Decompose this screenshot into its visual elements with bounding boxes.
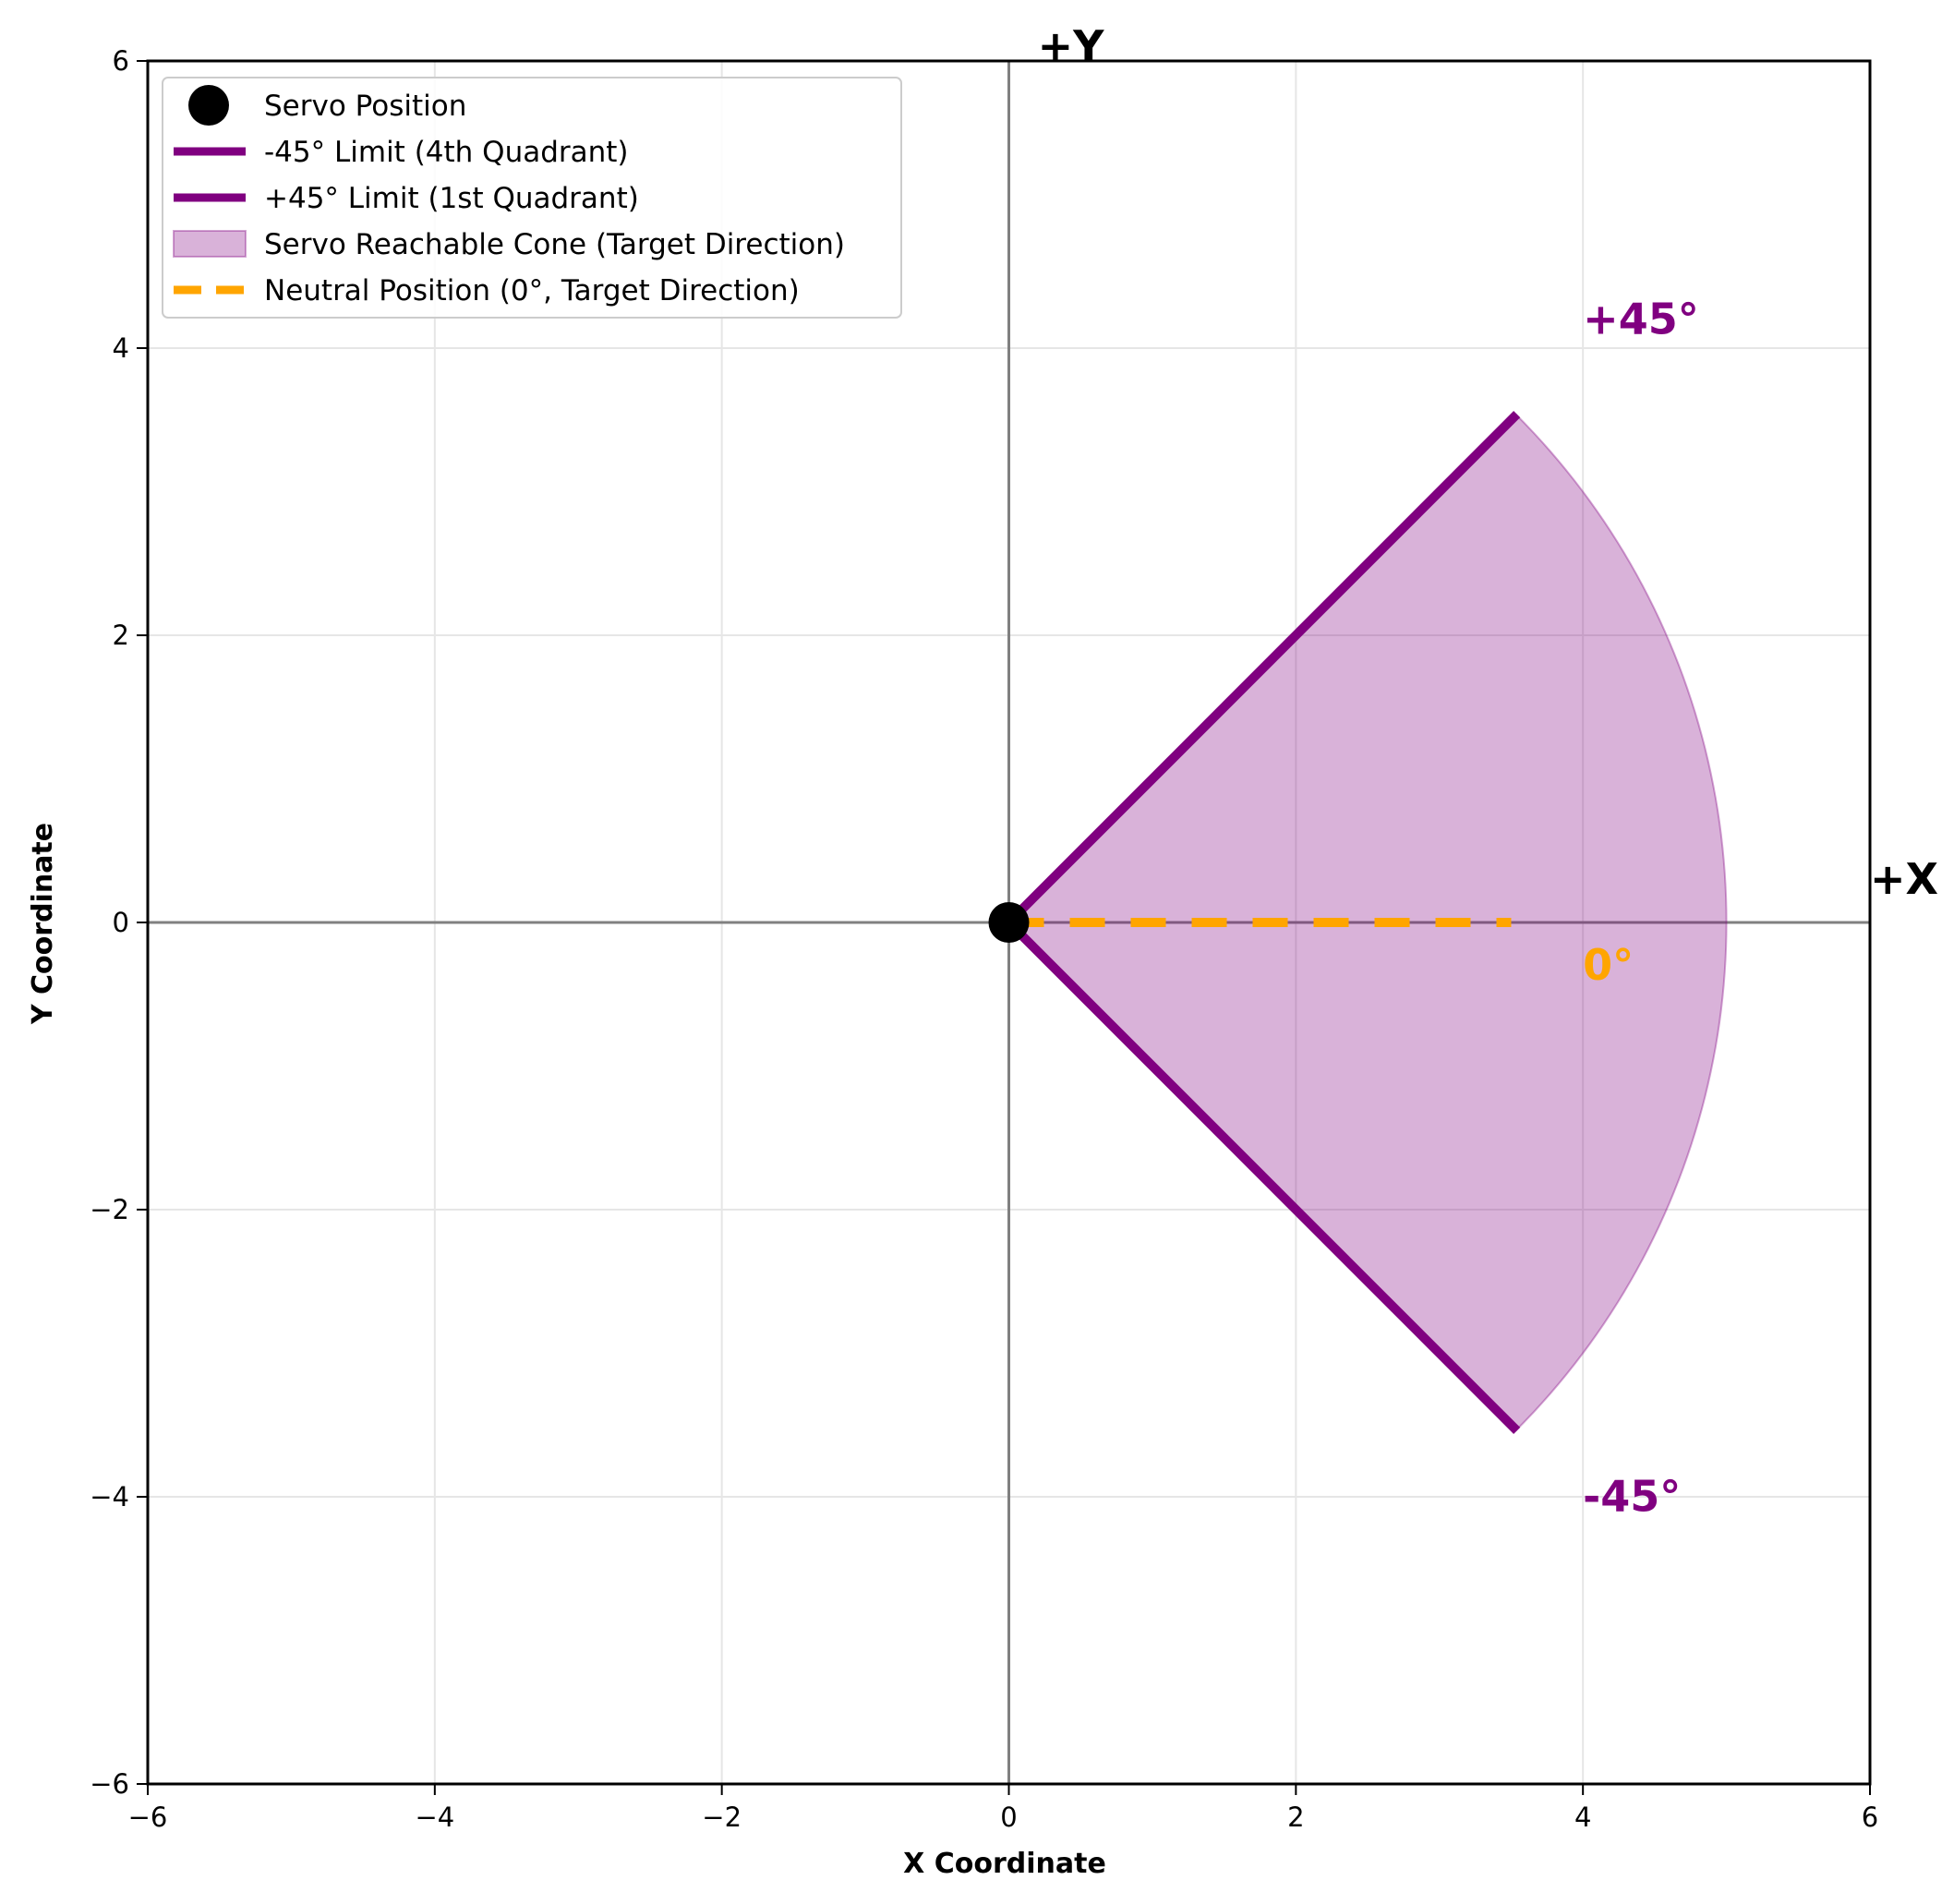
x-tick-label: −4 <box>415 1802 454 1833</box>
annotations: +45° -45° 0° +Y +X <box>1038 21 1938 1522</box>
annotation-plusX: +X <box>1870 854 1938 904</box>
legend-label: Servo Reachable Cone (Target Direction) <box>264 228 845 261</box>
legend-marker-cone <box>173 230 247 258</box>
legend-label: -45° Limit (4th Quadrant) <box>264 136 629 169</box>
servo-position-point <box>988 902 1030 943</box>
x-tick-label: −2 <box>702 1802 742 1833</box>
y-tick-label: −2 <box>90 1194 129 1225</box>
y-tick-label: 0 <box>113 907 129 938</box>
x-axis-label: X Coordinate <box>903 1848 1106 1880</box>
legend-label: Neutral Position (0°, Target Direction) <box>264 274 800 307</box>
series <box>988 410 1728 1435</box>
legend-marker-servo <box>188 85 229 126</box>
legend-box <box>162 77 902 319</box>
annotation-minus45: -45° <box>1583 1472 1681 1522</box>
legend-label: Servo Position <box>264 90 466 123</box>
y-tick-label: −4 <box>90 1481 129 1512</box>
annotation-plus45: +45° <box>1583 294 1699 343</box>
x-tick-label: 6 <box>1862 1802 1878 1833</box>
x-tick-label: −6 <box>128 1802 168 1833</box>
minus45-limit-line <box>1005 919 1521 1435</box>
annotation-zero: 0° <box>1583 940 1634 990</box>
x-tick-label: 2 <box>1287 1802 1304 1833</box>
y-axis-label: Y Coordinate <box>27 823 59 1025</box>
y-tick-label: 2 <box>113 620 129 651</box>
y-tick-label: −6 <box>90 1768 129 1800</box>
annotation-plusY: +Y <box>1038 21 1105 71</box>
reachable-cone-area <box>1007 413 1728 1432</box>
x-tick-label: 4 <box>1574 1802 1591 1833</box>
x-tick-label: 0 <box>1000 1802 1017 1833</box>
legend: Servo Position -45° Limit (4th Quadrant) +… <box>162 77 902 319</box>
plus45-limit-line <box>1005 410 1521 926</box>
ticks: −6 −4 −2 0 2 4 6 −6 −4 −2 0 2 4 6 <box>90 45 1878 1833</box>
y-tick-label: 6 <box>113 45 129 77</box>
y-tick-label: 4 <box>113 332 129 364</box>
legend-label: +45° Limit (1st Quadrant) <box>264 182 639 215</box>
